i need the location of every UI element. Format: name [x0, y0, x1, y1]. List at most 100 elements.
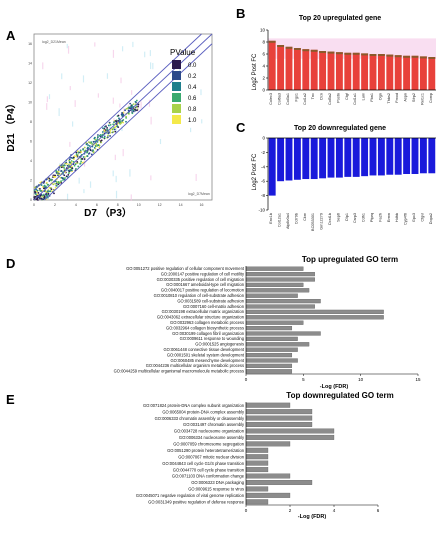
scatter-point [77, 151, 80, 154]
category-label: GO:0071103 DNA conformation change [172, 474, 245, 479]
category-label: GO:0034728 nucleosome organization [174, 429, 245, 434]
bar-cap [335, 52, 343, 55]
category-label: Gpx3 [412, 213, 416, 222]
bar [277, 45, 285, 90]
bar-cap [293, 48, 301, 50]
bar [344, 52, 352, 90]
scatter-point [75, 155, 78, 158]
bar [361, 53, 369, 90]
scatter-point [96, 138, 99, 141]
scatter-point [53, 192, 55, 195]
scatter-point [57, 170, 60, 173]
scatter-point [100, 141, 103, 144]
scatter-point [75, 151, 78, 154]
bar [293, 138, 301, 180]
scatter-point [103, 128, 106, 130]
panel-label-a: A [6, 28, 16, 43]
scatter-point [129, 102, 132, 105]
category-label: Col12a1 [278, 213, 282, 227]
panel-a-legend: 0.0 0.2 0.4 0.6 0.8 1.0 [172, 60, 197, 124]
category-label: GO:0044843 cell cycle G1/S phase transit… [162, 461, 244, 466]
scatter-point [122, 119, 125, 121]
background-glyph [61, 73, 63, 80]
scatter-point [41, 189, 44, 192]
scatter-point [85, 143, 88, 146]
bar [352, 52, 360, 90]
y-tick-label: 10 [260, 28, 266, 33]
bar [285, 46, 293, 90]
scatter-point [99, 133, 102, 136]
bar [327, 51, 335, 90]
category-label: GO:0030199 collagen fibril organization [172, 331, 245, 336]
x-tick-label: 0 [245, 508, 248, 513]
bar [245, 282, 304, 287]
background-glyph [94, 42, 96, 47]
legend-swatch [172, 93, 181, 102]
bar [335, 138, 343, 178]
bar [245, 428, 335, 434]
scatter-point [122, 121, 125, 124]
scatter-point [117, 122, 120, 125]
scatter-point [137, 105, 140, 108]
bar [245, 409, 313, 415]
scatter-point [43, 193, 45, 196]
scatter-point [56, 181, 59, 183]
scatter-point [87, 144, 89, 146]
x-tick-label: 10 [358, 377, 364, 382]
scatter-point [41, 186, 44, 188]
y-tick-label: 0 [262, 136, 265, 141]
bar [245, 326, 293, 331]
panel-a-corner-label-top: log2_D21Mean [42, 40, 66, 44]
scatter-point [116, 125, 119, 128]
panel-c-bars: Enc1b Col12a1 Atp6v0a4 Cd79b Ckm BC053301 Gm12… [268, 138, 436, 231]
bar [245, 467, 269, 473]
scatter-point [69, 163, 72, 165]
category-label: GO:0007059 chromosome segregation [173, 442, 244, 447]
panel-a-y-ticks: 0 2 4 6 8 10 12 14 16 [28, 42, 32, 202]
panel-c-title: Top 20 downregulated gene [294, 125, 386, 132]
scatter-point [121, 112, 123, 114]
scatter-point [67, 173, 70, 176]
bar [245, 299, 321, 304]
scatter-point [135, 106, 138, 109]
panel-label-d: D [6, 256, 15, 271]
scatter-point [121, 114, 123, 117]
category-label: Cyp4f6 [404, 213, 408, 225]
scatter-point [48, 190, 51, 193]
y-tick-label: -8 [261, 193, 265, 198]
bar [319, 51, 327, 90]
scatter-point [33, 196, 36, 198]
panel-b-title: Top 20 upregulated gene [299, 15, 381, 22]
bar [285, 138, 293, 181]
bar [245, 266, 304, 271]
background-glyph [58, 108, 60, 117]
bar [245, 336, 298, 341]
bar-cap [310, 49, 318, 52]
category-label: GO:0032964 collagen biosynthetic process [166, 325, 244, 330]
scatter-point [34, 186, 36, 189]
scatter-point [87, 141, 90, 144]
scatter-point [45, 192, 48, 195]
panel-e-x-axis-label: -Log (FDR) [298, 514, 327, 520]
scatter-point [75, 153, 78, 156]
panel-e-chart: GO:0071824 protein-DNA complex subunit o… [136, 402, 380, 513]
scatter-point [45, 185, 47, 188]
background-glyph [42, 62, 44, 70]
bar-cap [344, 52, 352, 55]
panel-a-x-axis-label: D7 （P3） [84, 206, 132, 219]
x-tick-label: 12 [158, 203, 162, 207]
x-tick-label: 2 [289, 508, 292, 513]
scatter-point [124, 109, 126, 112]
category-label: GO:0006323 DNA packaging [191, 480, 245, 485]
category-label: GO:0044770 cell cycle phase transition [173, 467, 245, 472]
background-glyph [97, 93, 99, 98]
y-tick-label: 6 [262, 52, 265, 57]
scatter-point [46, 183, 49, 186]
panel-a-y-axis-label: D21 （P4） [4, 98, 17, 151]
y-tick-label: 8 [262, 40, 265, 45]
category-label: Ogn [378, 93, 382, 100]
y-tick-label: 2 [262, 76, 265, 81]
category-label: Csrp3 [353, 213, 357, 223]
bar-cap [419, 56, 427, 59]
x-tick-label: 8 [117, 203, 119, 207]
